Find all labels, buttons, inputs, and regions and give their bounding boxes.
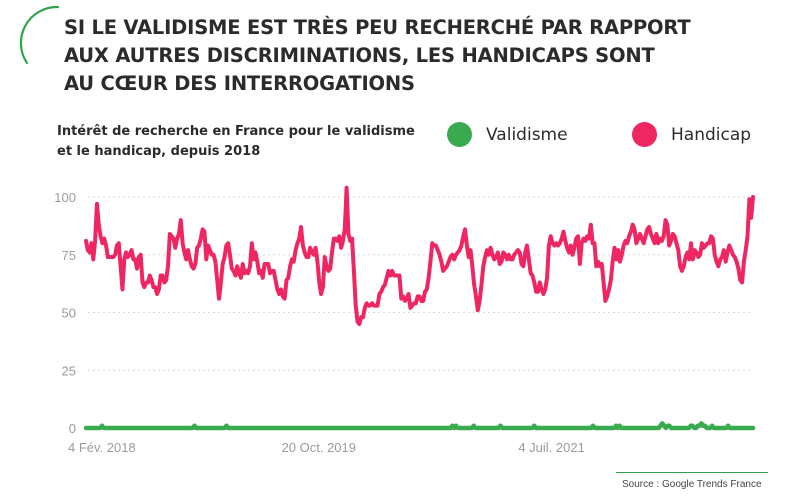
title-line: AUX AUTRES DISCRIMINATIONS, LES HANDICAP… <box>64 44 655 67</box>
y-tick-label: 25 <box>62 363 76 378</box>
legend-label-handicap: Handicap <box>671 124 752 145</box>
subtitle-line: Intérêt de recherche en France pour le v… <box>57 124 415 139</box>
y-tick-label: 50 <box>62 306 76 321</box>
y-tick-label: 0 <box>69 421 76 436</box>
legend-swatch-validisme <box>447 122 472 147</box>
chart-subtitle: Intérêt de recherche en France pour le v… <box>57 122 427 162</box>
chart-title: SI LE VALIDISME EST TRÈS PEU RECHERCHÉ P… <box>64 14 744 98</box>
x-tick-label: 4 Fév. 2018 <box>68 440 136 455</box>
series-line-handicap <box>84 185 755 327</box>
y-tick-label: 100 <box>54 190 76 205</box>
subtitle-line: et le handicap, depuis 2018 <box>57 144 261 159</box>
title-line: AU CŒUR DES INTERROGATIONS <box>64 72 415 95</box>
x-tick-label: 4 Juil. 2021 <box>518 440 585 455</box>
legend-swatch-handicap <box>632 122 657 147</box>
legend-item-handicap: Handicap <box>632 122 751 147</box>
source-note: Source : Google Trends France <box>622 479 762 490</box>
x-tick-label: 20 Oct. 2019 <box>282 440 356 455</box>
y-tick-label: 75 <box>62 248 76 263</box>
source-divider <box>616 472 768 473</box>
legend-item-validisme: Validisme <box>447 122 568 147</box>
legend-label-validisme: Validisme <box>486 124 568 145</box>
decorative-arc <box>19 5 60 65</box>
title-line: SI LE VALIDISME EST TRÈS PEU RECHERCHÉ P… <box>64 16 691 39</box>
series-line-validisme <box>83 421 756 431</box>
